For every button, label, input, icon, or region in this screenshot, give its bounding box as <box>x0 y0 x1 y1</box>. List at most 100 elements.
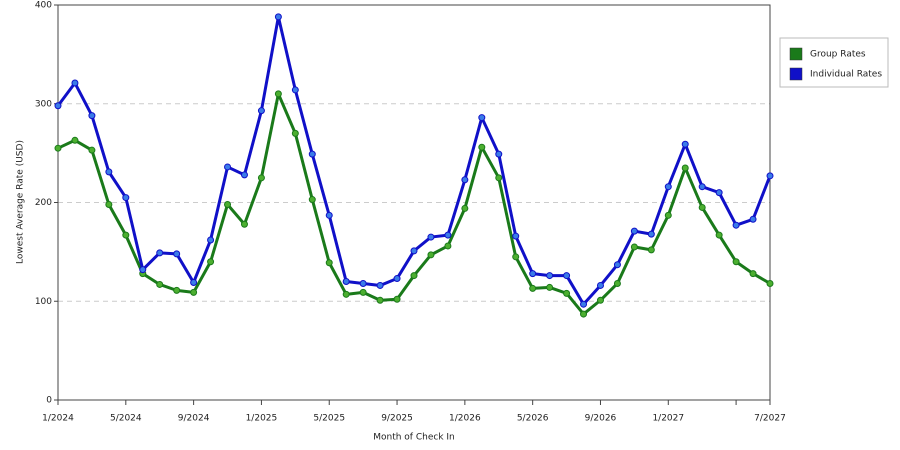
point <box>376 281 384 289</box>
point <box>291 129 299 137</box>
point <box>342 290 350 298</box>
x-tick-label: 9/2025 <box>381 414 413 424</box>
point <box>613 261 621 269</box>
point <box>512 232 520 240</box>
y-tick-label: 400 <box>35 1 52 11</box>
y-tick-label: 0 <box>46 396 52 406</box>
x-tick-label: 1/2025 <box>246 414 278 424</box>
point <box>308 150 316 158</box>
point <box>393 275 401 283</box>
point <box>563 272 571 280</box>
point <box>647 246 655 254</box>
point <box>190 288 198 296</box>
point <box>224 163 232 171</box>
point <box>342 278 350 285</box>
point <box>359 279 367 287</box>
point <box>122 194 130 202</box>
point <box>359 288 367 296</box>
point <box>630 227 638 235</box>
point <box>105 200 113 208</box>
point <box>732 258 740 266</box>
point <box>410 247 418 255</box>
point <box>715 189 723 197</box>
point <box>88 146 96 154</box>
point <box>139 266 147 274</box>
point <box>207 236 215 244</box>
x-axis-label: Month of Check In <box>373 433 455 443</box>
point <box>596 296 604 304</box>
point <box>308 196 316 204</box>
point <box>54 102 62 110</box>
point <box>546 272 554 280</box>
point <box>190 278 198 286</box>
point <box>88 112 96 120</box>
series-line <box>56 15 772 306</box>
point <box>749 215 757 223</box>
point <box>156 280 164 288</box>
point <box>766 279 774 287</box>
point <box>512 253 520 261</box>
y-tick-label: 300 <box>35 99 52 109</box>
x-tick-label: 1/2027 <box>652 414 684 424</box>
point <box>461 204 469 212</box>
point <box>207 258 215 266</box>
point <box>224 200 232 208</box>
x-tick-label: 5/2025 <box>313 414 345 424</box>
point <box>291 86 299 94</box>
point <box>173 286 181 294</box>
point <box>105 168 113 176</box>
point <box>681 164 689 172</box>
point <box>647 230 655 238</box>
point <box>546 283 554 291</box>
x-tick-label: 9/2024 <box>178 414 210 424</box>
plot-frame <box>57 4 771 401</box>
point <box>122 231 130 239</box>
point <box>529 284 537 292</box>
point <box>766 172 774 180</box>
point <box>495 174 503 182</box>
point <box>173 250 181 258</box>
point <box>274 13 282 21</box>
point <box>376 296 384 304</box>
point <box>630 243 638 251</box>
point <box>156 249 164 257</box>
x-tick-label: 9/2026 <box>585 414 617 424</box>
legend-swatch <box>789 67 803 81</box>
point <box>580 310 588 318</box>
point <box>240 220 248 228</box>
point <box>495 150 503 158</box>
point <box>257 107 265 115</box>
point <box>749 270 757 278</box>
point <box>715 231 723 239</box>
point <box>427 251 435 259</box>
point <box>698 183 706 191</box>
point <box>410 272 418 280</box>
point <box>325 259 333 267</box>
point <box>478 114 486 122</box>
point <box>664 211 672 219</box>
y-axis-label: Lowest Average Rate (USD) <box>16 140 26 264</box>
legend-swatch <box>789 47 803 61</box>
point <box>529 270 537 278</box>
point <box>596 281 604 289</box>
point <box>563 289 571 297</box>
y-tick-label: 100 <box>35 297 52 307</box>
point <box>71 79 79 87</box>
point <box>461 176 469 184</box>
point <box>732 221 740 229</box>
point <box>444 231 452 239</box>
y-tick-label: 200 <box>35 198 52 208</box>
point <box>444 242 452 250</box>
legend-label: Group Rates <box>810 50 866 60</box>
point <box>580 300 588 308</box>
point <box>393 295 401 303</box>
x-tick-label: 5/2024 <box>110 414 142 424</box>
point <box>478 143 486 151</box>
x-tick-label: 7/2027 <box>754 414 786 424</box>
point <box>54 144 62 152</box>
point <box>613 279 621 287</box>
point <box>664 183 672 191</box>
point <box>71 136 79 144</box>
